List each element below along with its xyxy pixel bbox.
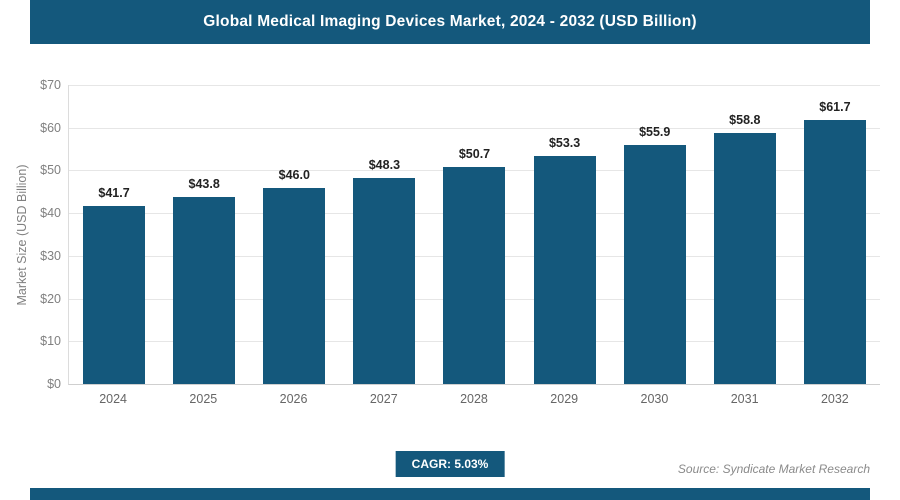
bar-value-label: $43.8: [188, 176, 220, 191]
bar-2029: [533, 156, 596, 384]
source-text: Source: Syndicate Market Research: [677, 462, 870, 476]
y-axis-tick-label: $60: [40, 120, 61, 135]
y-axis-tick-label: $40: [40, 206, 61, 221]
bar-2025: [173, 196, 236, 384]
y-axis-tick-label: $20: [40, 291, 61, 306]
x-axis-label-2027: 2027: [369, 392, 398, 406]
bar-2032: [803, 120, 866, 384]
x-axis-label-2032: 2032: [820, 392, 849, 406]
bar-slot: $41.7: [69, 85, 159, 384]
x-axis-label-2030: 2030: [640, 392, 669, 406]
y-axis-tick-label: $50: [40, 163, 61, 178]
bar-value-label: $41.7: [98, 185, 130, 200]
y-axis-tick-label: $70: [40, 78, 61, 92]
bar-slot: $43.8: [159, 85, 249, 384]
chart-title: Global Medical Imaging Devices Market, 2…: [203, 13, 697, 30]
bar-slot: $55.9: [610, 85, 700, 384]
bars-container: $41.7 $43.8 $46.0 $48.3 $50.7 $53.3 $55.9 $58.8…: [69, 85, 880, 384]
cagr-badge: CAGR: 5.03%: [395, 451, 505, 477]
x-axis-label-2028: 2028: [460, 392, 488, 406]
bar-slot: $61.7: [790, 85, 880, 384]
y-axis-tick-label: $0: [47, 377, 61, 391]
bar-2030: [623, 145, 686, 384]
x-axis-label-2025: 2025: [189, 392, 218, 406]
x-axis-label-2029: 2029: [550, 392, 579, 406]
title-bar: Global Medical Imaging Devices Market, 2…: [30, 0, 870, 44]
bar-value-label: $53.3: [548, 136, 581, 151]
x-axis-label-2031: 2031: [730, 392, 759, 406]
bar-slot: $50.7: [429, 85, 519, 384]
y-axis-tick-label: $30: [40, 248, 61, 263]
plot-area: $0 $10 $20 $30 $40 $50 $60 $70 $41.7 $43.8 $46.0 $4…: [40, 78, 880, 391]
y-axis-tick-label: $10: [40, 334, 61, 349]
bar-2031: [713, 132, 776, 384]
bar-2028: [443, 167, 506, 384]
bar-value-label: $50.7: [458, 147, 491, 162]
bar-2027: [353, 177, 416, 384]
x-axis-label-2024: 2024: [99, 392, 128, 406]
bar-slot: $53.3: [520, 85, 610, 384]
bar-value-label: $61.7: [819, 100, 851, 115]
bar-value-label: $48.3: [368, 157, 401, 172]
bar-slot: $58.8: [700, 85, 790, 384]
bar-slot: $48.3: [339, 85, 429, 384]
bar-slot: $46.0: [249, 85, 339, 384]
bar-value-label: $46.0: [278, 167, 310, 182]
bar-value-label: $58.8: [729, 112, 761, 127]
footer-bar: [30, 488, 870, 500]
bar-2024: [83, 205, 146, 384]
bar-value-label: $55.9: [639, 125, 671, 140]
x-axis-label-2026: 2026: [279, 392, 308, 406]
y-axis-title: Market Size (USD Billion): [15, 164, 29, 306]
bar-2026: [263, 187, 326, 384]
gridline: [69, 85, 880, 86]
x-axis-labels: 2024 2025 2026 2027 2028 2029 2030 2031 2032: [68, 392, 880, 406]
gridline: [69, 127, 880, 129]
